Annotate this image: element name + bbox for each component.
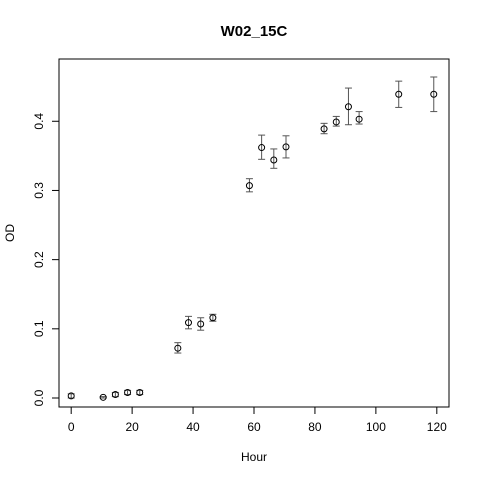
data-point bbox=[245, 182, 253, 190]
data-point bbox=[99, 393, 107, 401]
data-point bbox=[344, 103, 352, 111]
chart-title: W02_15C bbox=[221, 23, 288, 40]
data-point bbox=[67, 392, 75, 400]
error-bar bbox=[258, 134, 266, 160]
data-point bbox=[320, 125, 328, 133]
data-point bbox=[184, 319, 192, 327]
data-point bbox=[111, 391, 119, 399]
data-point bbox=[282, 143, 290, 151]
data-point bbox=[197, 320, 205, 328]
x-tick-label: 100 bbox=[366, 420, 386, 434]
x-axis: 0 20 40 60 80 100 120 bbox=[68, 407, 447, 434]
x-tick-label: 60 bbox=[247, 420, 261, 434]
plot-frame bbox=[58, 58, 450, 408]
y-axis: 0.0 0.1 0.2 0.3 0.4 bbox=[32, 113, 59, 406]
y-tick-label: 0.1 bbox=[32, 320, 46, 337]
data-point bbox=[355, 115, 363, 123]
error-bar bbox=[282, 135, 290, 159]
data-points bbox=[67, 90, 438, 401]
x-tick-label: 20 bbox=[125, 420, 139, 434]
x-tick-label: 120 bbox=[427, 420, 447, 434]
data-point bbox=[332, 118, 340, 126]
x-axis-label: Hour bbox=[241, 450, 267, 464]
x-tick-label: 0 bbox=[68, 420, 75, 434]
error-bar bbox=[197, 317, 205, 331]
error-bar bbox=[184, 315, 192, 330]
data-point bbox=[395, 90, 403, 98]
x-tick-label: 80 bbox=[308, 420, 322, 434]
data-point bbox=[174, 344, 182, 352]
data-point bbox=[430, 90, 438, 98]
error-bar bbox=[270, 148, 278, 169]
data-point bbox=[124, 388, 132, 396]
data-point bbox=[209, 314, 217, 322]
x-tick-label: 40 bbox=[186, 420, 200, 434]
data-point bbox=[136, 388, 144, 396]
data-point bbox=[258, 144, 266, 152]
error-bars bbox=[67, 76, 438, 399]
y-tick-label: 0.0 bbox=[32, 389, 46, 406]
y-axis-label: OD bbox=[3, 224, 17, 242]
error-bar bbox=[430, 76, 438, 113]
error-bar bbox=[395, 80, 403, 108]
y-tick-label: 0.4 bbox=[32, 113, 46, 130]
data-point bbox=[270, 156, 278, 164]
error-bar bbox=[344, 87, 352, 126]
y-tick-label: 0.3 bbox=[32, 182, 46, 199]
y-tick-label: 0.2 bbox=[32, 251, 46, 268]
error-bar bbox=[245, 178, 253, 193]
error-bar bbox=[99, 396, 107, 399]
